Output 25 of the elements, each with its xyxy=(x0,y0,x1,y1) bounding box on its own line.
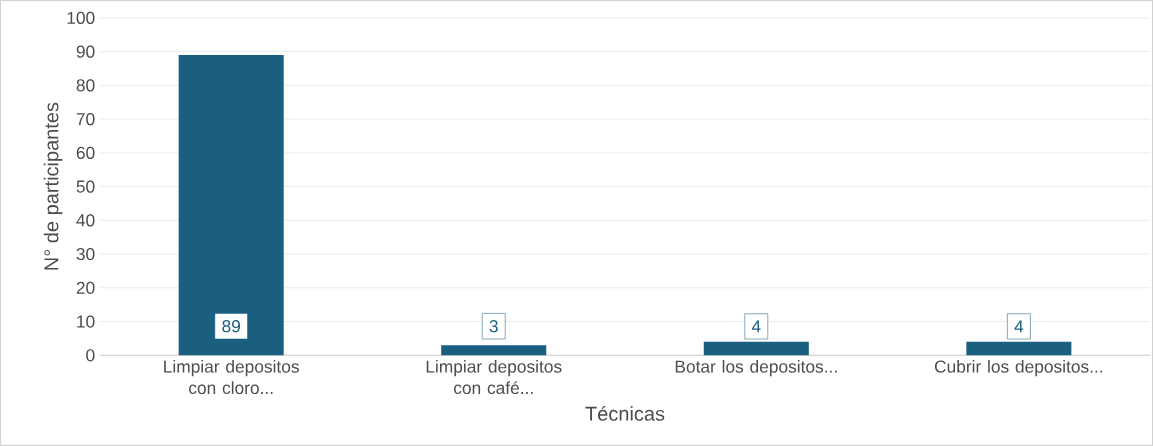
y-tick-label: 90 xyxy=(76,45,95,58)
y-axis-title: N° de participantes xyxy=(43,102,63,270)
x-axis-title: Técnicas xyxy=(585,405,665,421)
data-label: 3 xyxy=(489,320,498,333)
y-tick-label: 60 xyxy=(76,146,95,160)
bar xyxy=(703,341,809,356)
bar xyxy=(178,55,284,356)
x-tick-label: Limpiar depositos con cloro... xyxy=(164,360,299,395)
bar xyxy=(441,345,547,356)
data-label: 89 xyxy=(222,320,240,333)
y-tick-label: 40 xyxy=(76,214,95,227)
y-tick-label: 80 xyxy=(76,79,95,92)
y-tick-label: 10 xyxy=(77,315,95,328)
bar xyxy=(966,341,1072,356)
data-label: 4 xyxy=(751,320,761,333)
y-tick-label: 20 xyxy=(76,281,95,295)
y-tick-label: 50 xyxy=(76,180,95,193)
y-tick-label: 70 xyxy=(76,113,95,126)
x-tick-label: Limpiar depositos con café... xyxy=(426,360,562,395)
data-label: 4 xyxy=(1014,320,1024,333)
y-tick-label: 30 xyxy=(76,247,95,261)
x-tick-label: Cubrir los depositos... xyxy=(934,360,1103,377)
x-tick-label: Botar los depositos... xyxy=(675,360,837,377)
y-tick-label: 0 xyxy=(86,349,95,362)
y-tick-label: 100 xyxy=(67,11,95,25)
